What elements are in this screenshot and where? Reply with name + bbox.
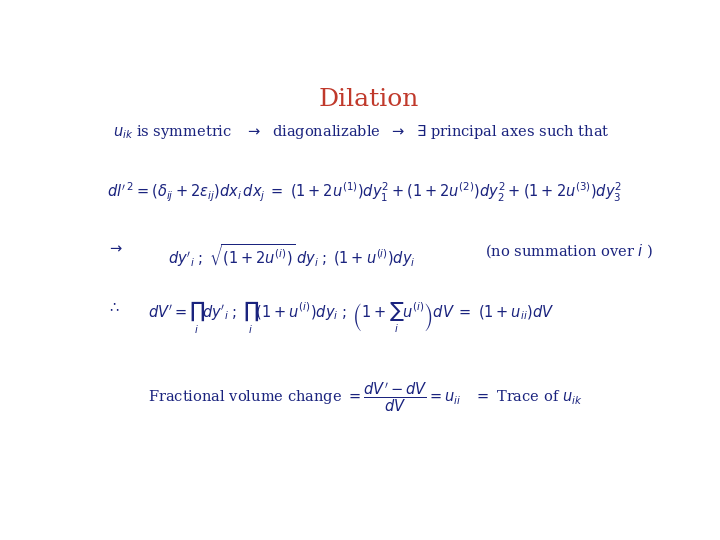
Text: $\therefore$: $\therefore$ (107, 300, 120, 314)
Text: $\rightarrow$: $\rightarrow$ (107, 242, 123, 256)
Text: Dilation: Dilation (319, 88, 419, 111)
Text: Fractional volume change $= \dfrac{dV'-dV}{dV} = u_{ii}$   $=$ Trace of $u_{ik}$: Fractional volume change $= \dfrac{dV'-d… (148, 381, 582, 414)
Text: (no summation over $i$ ): (no summation over $i$ ) (485, 242, 653, 260)
Text: $dV' = \prod_i dy'_i\;;\;\prod_i\left(1+u^{(i)}\right)dy_i\;;\;\left(1+\sum_i u^: $dV' = \prod_i dy'_i\;;\;\prod_i\left(1+… (148, 300, 554, 336)
Text: $u_{ik}$ is symmetric   $\rightarrow$  diagonalizable  $\rightarrow$  $\exists$ : $u_{ik}$ is symmetric $\rightarrow$ diag… (113, 123, 610, 140)
Text: $dy'_i\;;\;\sqrt{\left(1+2u^{(i)}\right)}\,dy_i\;;\;\left(1+u^{(i)}\right)dy_i$: $dy'_i\;;\;\sqrt{\left(1+2u^{(i)}\right)… (168, 242, 415, 269)
Text: $dl'^{\,2} = \left(\delta_{ij} + 2\epsilon_{ij}\right)dx_i\,dx_j \;=\; \left(1+2: $dl'^{\,2} = \left(\delta_{ij} + 2\epsil… (107, 180, 622, 204)
